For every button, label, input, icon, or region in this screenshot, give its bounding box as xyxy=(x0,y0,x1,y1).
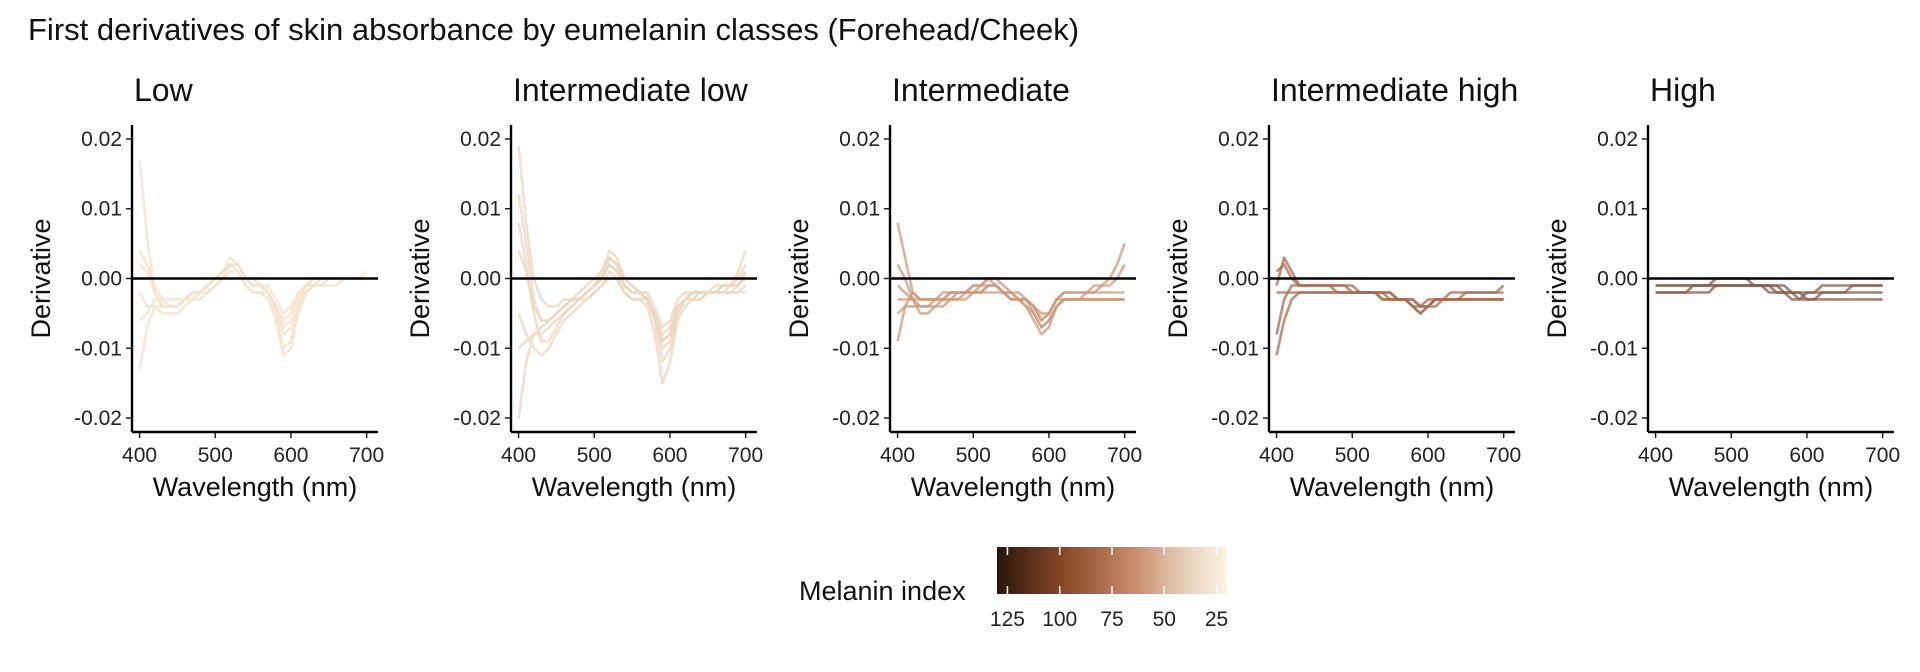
legend-tick-label: 100 xyxy=(1042,608,1077,631)
series-line xyxy=(517,194,747,336)
x-axis-label: Wavelength (nm) xyxy=(532,472,737,502)
legend-ticks: 125 100 75 50 25 xyxy=(990,547,1228,631)
y-tick-label: 0.02 xyxy=(460,128,501,151)
legend-tick-label: 50 xyxy=(1153,608,1176,631)
y-tick-label: 0.01 xyxy=(460,198,501,221)
y-tick-label: 0.00 xyxy=(1218,268,1259,291)
y-axis-label: Derivative xyxy=(26,218,56,338)
y-tick-label: 0.00 xyxy=(839,268,880,291)
y-tick-label: 0.00 xyxy=(1597,268,1638,291)
x-tick-label: 500 xyxy=(198,444,233,467)
y-tick-label: -0.01 xyxy=(453,337,501,360)
x-axis-label: Wavelength (nm) xyxy=(1669,472,1874,502)
series-line xyxy=(517,222,747,343)
x-tick-label: 500 xyxy=(1335,444,1370,467)
series-line xyxy=(517,145,747,364)
y-tick-label: 0.02 xyxy=(839,128,880,151)
panel-title: Intermediate high xyxy=(1271,72,1518,108)
series-group xyxy=(1655,277,1883,301)
panel-title: Low xyxy=(134,72,194,108)
x-tick-label: 500 xyxy=(956,444,991,467)
panel-title: High xyxy=(1650,72,1716,108)
series-group xyxy=(896,222,1126,342)
y-tick-label: 0.02 xyxy=(1218,128,1259,151)
y-tick-label: -0.01 xyxy=(1211,337,1259,360)
x-axis-label: Wavelength (nm) xyxy=(153,472,358,502)
y-tick-label: 0.02 xyxy=(1597,128,1638,151)
y-tick-label: -0.02 xyxy=(832,407,880,430)
x-tick-label: 600 xyxy=(1031,444,1066,467)
panel-1: Intermediate low 0.02 0.01 0.00 -0.01 -0.0240… xyxy=(405,72,763,502)
y-tick-label: -0.02 xyxy=(74,407,122,430)
x-tick-label: 400 xyxy=(1638,444,1673,467)
y-tick-label: -0.01 xyxy=(1590,337,1638,360)
chart-title: First derivatives of skin absorbance by … xyxy=(28,12,1079,47)
x-axis-label: Wavelength (nm) xyxy=(1290,472,1495,502)
y-axis-label: Derivative xyxy=(1163,218,1193,338)
y-tick-label: -0.02 xyxy=(453,407,501,430)
x-tick-label: 500 xyxy=(577,444,612,467)
series-line xyxy=(1275,256,1504,308)
legend: Melanin index 125 100 75 50 25 xyxy=(799,547,1228,631)
x-tick-label: 500 xyxy=(1714,444,1749,467)
series-group xyxy=(1275,256,1505,356)
series-line xyxy=(1655,277,1883,294)
y-tick-label: -0.01 xyxy=(832,337,880,360)
y-axis-label: Derivative xyxy=(1542,218,1572,338)
x-tick-label: 700 xyxy=(349,444,384,467)
legend-title: Melanin index xyxy=(799,576,966,606)
x-tick-label: 400 xyxy=(1259,444,1294,467)
y-tick-label: 0.01 xyxy=(839,198,880,221)
y-tick-label: -0.02 xyxy=(1211,407,1259,430)
y-tick-label: -0.01 xyxy=(74,337,122,360)
y-tick-label: 0.01 xyxy=(1597,198,1638,221)
x-tick-label: 700 xyxy=(1107,444,1142,467)
y-tick-label: 0.01 xyxy=(1218,198,1259,221)
y-tick-label: 0.02 xyxy=(81,128,122,151)
series-line xyxy=(517,249,747,329)
x-tick-label: 400 xyxy=(880,444,915,467)
x-tick-label: 700 xyxy=(1486,444,1521,467)
series-line xyxy=(1276,291,1504,308)
x-axis-label: Wavelength (nm) xyxy=(911,472,1116,502)
panel-title: Intermediate low xyxy=(513,72,749,108)
x-tick-label: 600 xyxy=(1789,444,1824,467)
x-tick-label: 400 xyxy=(501,444,536,467)
panel-title: Intermediate xyxy=(892,72,1070,108)
series-line xyxy=(1275,291,1504,356)
legend-tick-label: 75 xyxy=(1100,608,1123,631)
y-tick-label: -0.02 xyxy=(1590,407,1638,430)
panel-3: Intermediate high 0.02 0.01 0.00 -0.01 -0.024… xyxy=(1163,72,1521,502)
y-axis-label: Derivative xyxy=(405,218,435,338)
series-group xyxy=(138,159,368,370)
y-axis-label: Derivative xyxy=(784,218,814,338)
y-tick-label: 0.01 xyxy=(81,198,122,221)
x-tick-label: 600 xyxy=(1410,444,1445,467)
x-tick-label: 400 xyxy=(122,444,157,467)
y-tick-label: 0.00 xyxy=(81,268,122,291)
series-line xyxy=(896,291,1125,329)
series-line xyxy=(138,159,368,350)
x-tick-label: 600 xyxy=(273,444,308,467)
x-tick-label: 700 xyxy=(1865,444,1900,467)
x-tick-label: 700 xyxy=(728,444,763,467)
legend-tick-label: 125 xyxy=(990,608,1025,631)
series-group xyxy=(517,145,747,419)
x-tick-label: 600 xyxy=(652,444,687,467)
series-line xyxy=(896,263,1126,322)
y-tick-label: 0.00 xyxy=(460,268,501,291)
legend-tick-label: 25 xyxy=(1205,608,1228,631)
